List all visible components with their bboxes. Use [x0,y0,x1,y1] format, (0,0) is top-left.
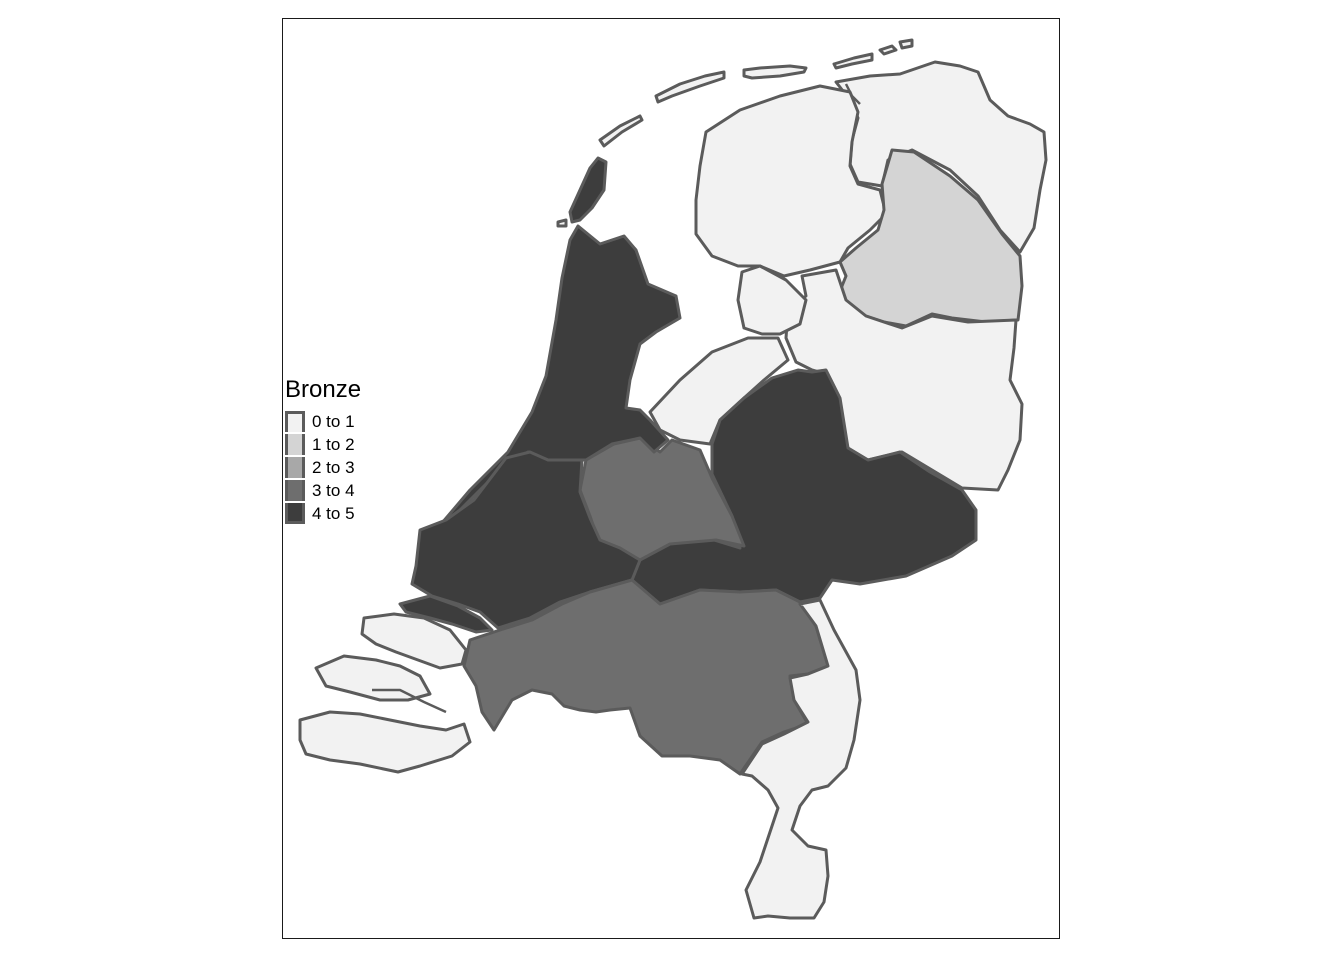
legend-swatch [285,457,305,478]
province-noord-holland [434,224,682,532]
water-line-lauwersmeer [844,83,861,105]
legend-swatch [285,411,305,432]
province-noord-brabant [462,578,830,776]
legend-item: 4 to 5 [285,502,361,525]
island-ameland [742,64,808,80]
province-zeeland [298,612,472,774]
province-limburg [740,598,862,920]
legend-item: 3 to 4 [285,479,361,502]
water-line-zeeland-inlet [372,688,447,714]
legend-label: 1 to 2 [312,434,355,454]
province-zuid-holland [398,450,642,634]
island-vlieland [598,114,644,148]
island-rottumeroog [878,44,898,56]
legend-label: 0 to 1 [312,411,355,431]
legend-label: 4 to 5 [312,503,355,523]
island-schiermonnikoog [832,52,874,70]
legend-swatch [285,503,305,524]
legend-item: 2 to 3 [285,456,361,479]
province-friesland [694,84,888,278]
island-terschelling [654,70,726,104]
island-texel-small [556,218,568,228]
island-rottumerplaat [898,38,914,50]
legend: Bronze 0 to 1 1 to 2 2 to 3 3 to 4 4 to … [285,376,361,525]
water-line-ijssel [797,368,827,374]
legend-swatch [285,480,305,501]
legend-item: 0 to 1 [285,410,361,433]
legend-item: 1 to 2 [285,433,361,456]
legend-label: 2 to 3 [312,457,355,477]
legend-swatch [285,434,305,455]
legend-rows: 0 to 1 1 to 2 2 to 3 3 to 4 4 to 5 [285,410,361,525]
island-texel [568,156,608,224]
legend-title: Bronze [285,376,362,403]
province-flevoland [648,264,808,446]
legend-label: 3 to 4 [312,480,355,500]
